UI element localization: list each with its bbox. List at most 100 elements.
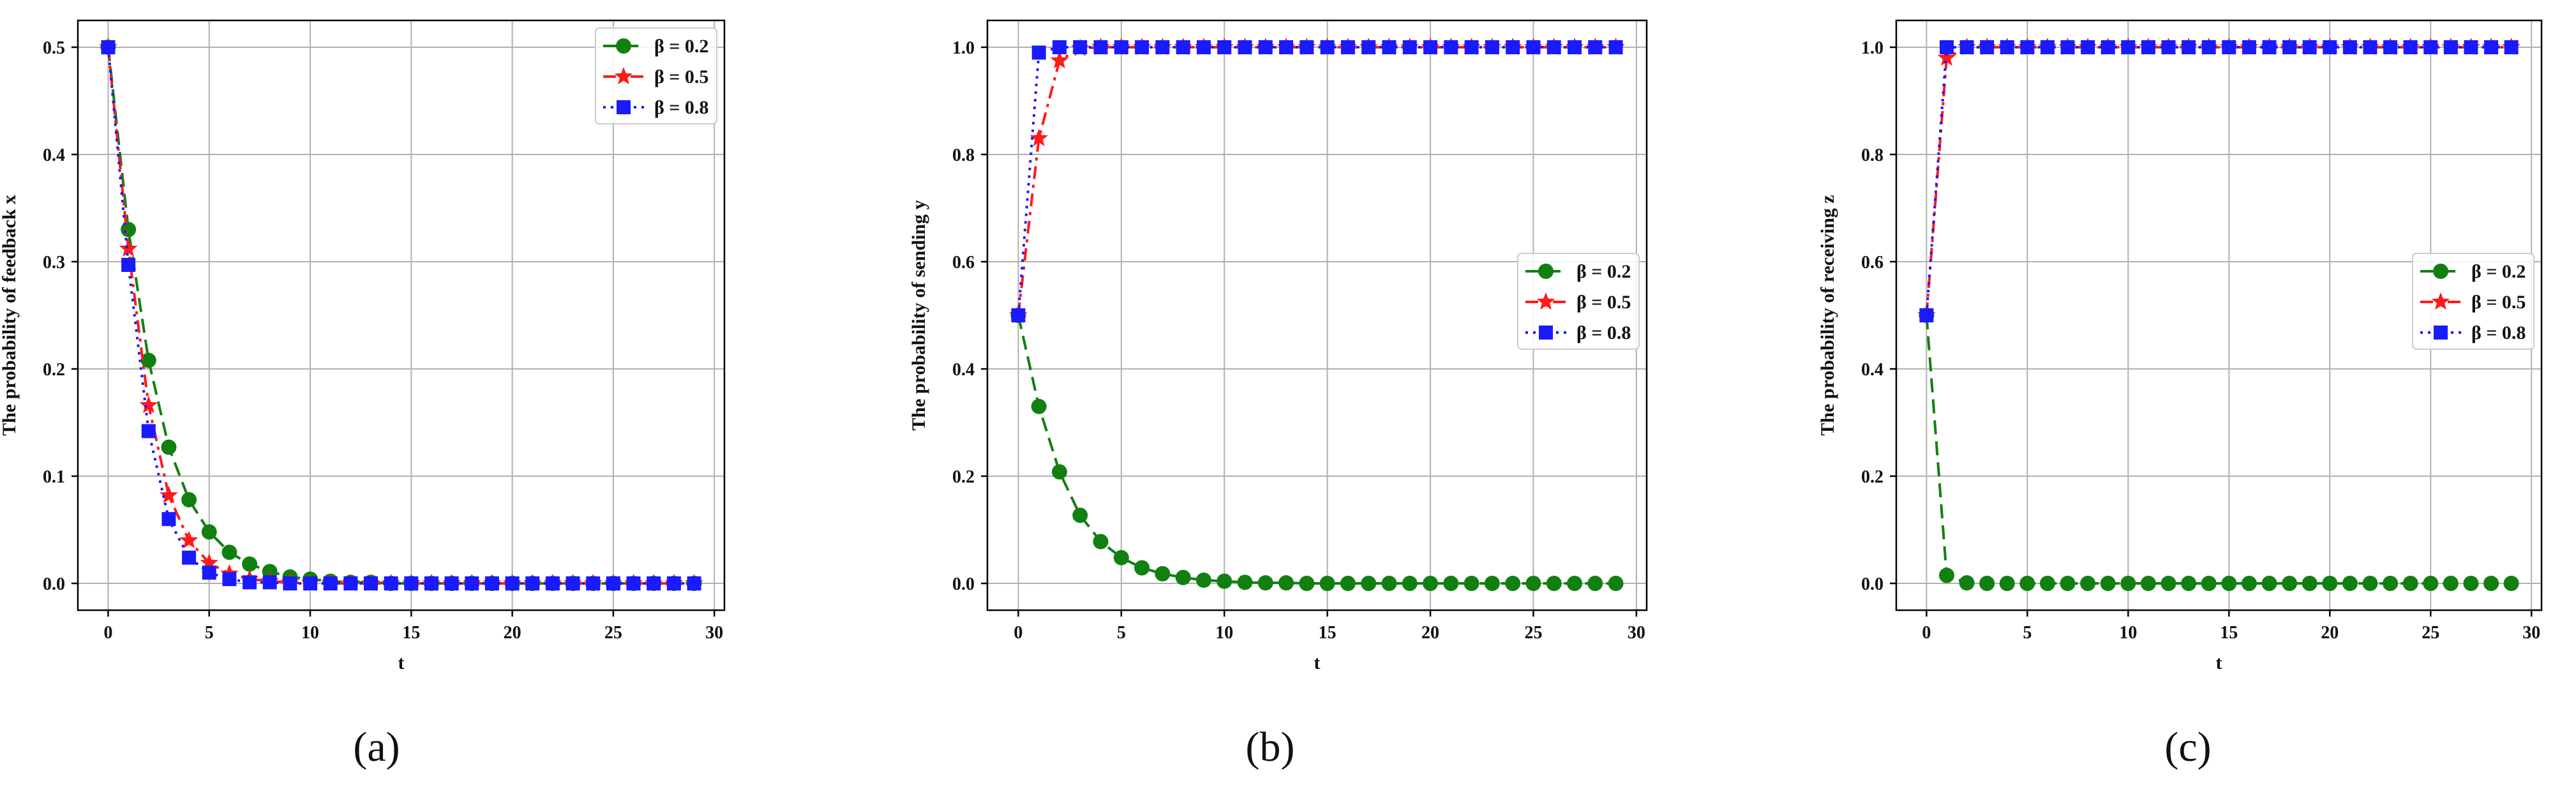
- data-point: [2302, 40, 2317, 54]
- x-tick-label: 20: [2321, 623, 2339, 643]
- y-tick-label: 0.0: [43, 574, 65, 594]
- data-point: [1423, 40, 1438, 54]
- data-point: [1608, 576, 1624, 591]
- data-point: [384, 576, 398, 590]
- data-point: [444, 576, 459, 590]
- plot-frame: [986, 19, 1648, 611]
- series-3: [101, 40, 701, 590]
- legend-marker: [1536, 292, 1555, 310]
- data-point: [1176, 40, 1190, 54]
- data-point: [303, 576, 318, 590]
- legend-label: β = 0.5: [1576, 292, 1631, 313]
- y-axis-label: The probability of feedback x: [0, 195, 20, 436]
- data-point: [1195, 572, 1211, 588]
- data-point: [1937, 48, 1956, 66]
- x-tick-label: 30: [1628, 623, 1645, 643]
- data-point: [505, 576, 520, 590]
- data-point: [2423, 40, 2438, 54]
- legend-marker: [2434, 326, 2448, 340]
- data-point: [1114, 40, 1128, 54]
- data-point: [1546, 576, 1562, 591]
- data-point: [1319, 576, 1335, 591]
- data-point: [1237, 574, 1253, 590]
- series-3: [1011, 40, 1623, 322]
- data-point: [2504, 40, 2519, 54]
- data-point: [2221, 576, 2237, 591]
- data-point: [2261, 576, 2277, 591]
- data-point: [1072, 507, 1088, 523]
- legend: β = 0.2 β = 0.5 β = 0.8: [2412, 253, 2535, 350]
- y-tick-label: 0.6: [1861, 253, 1883, 273]
- data-point: [1567, 576, 1583, 591]
- legend-marker: [617, 100, 631, 114]
- data-point: [2383, 576, 2399, 591]
- data-point: [2463, 576, 2479, 591]
- data-point: [2323, 40, 2337, 54]
- data-point: [1340, 40, 1355, 54]
- data-point: [242, 556, 258, 572]
- data-point: [1279, 40, 1294, 54]
- data-point: [1402, 40, 1417, 54]
- y-tick-label: 1.0: [1861, 38, 1883, 58]
- x-tick-label: 25: [604, 623, 622, 643]
- data-point: [525, 576, 540, 590]
- data-point: [2403, 40, 2418, 54]
- data-point: [201, 524, 217, 540]
- legend-marker: [1538, 264, 1554, 279]
- data-point: [101, 40, 116, 54]
- data-point: [2363, 40, 2378, 54]
- data-point: [2464, 40, 2478, 54]
- legend-entry: β = 0.2: [2420, 261, 2526, 282]
- y-tick-label: 0.0: [952, 574, 975, 594]
- data-point: [181, 491, 197, 507]
- legend-marker: [614, 67, 633, 85]
- data-point: [2081, 40, 2095, 54]
- data-point: [1402, 576, 1418, 591]
- data-point: [160, 486, 178, 504]
- data-point: [2282, 40, 2297, 54]
- x-tick-label: 5: [1117, 623, 1126, 643]
- data-point: [2484, 40, 2499, 54]
- y-tick-label: 0.5: [43, 38, 65, 58]
- data-point: [2241, 576, 2257, 591]
- y-tick-label: 0.8: [1861, 146, 1883, 165]
- legend-label: β = 0.5: [654, 66, 708, 87]
- data-point: [1608, 40, 1623, 54]
- data-point: [1031, 398, 1047, 414]
- data-point: [1155, 566, 1171, 581]
- series-1: [1919, 308, 2519, 591]
- plot-frame: [77, 19, 726, 611]
- legend-marker: [616, 38, 631, 54]
- chart-panel-1: 0 5 10 15 20 25 30 0.0 0.1 0.2 0.3 0.4 0.5 t The proba…: [0, 19, 726, 770]
- x-tick-label: 10: [301, 623, 319, 643]
- data-point: [283, 576, 297, 590]
- data-point: [2503, 576, 2519, 591]
- x-tick-label: 10: [2119, 623, 2137, 643]
- data-point: [2160, 576, 2176, 591]
- x-tick-label: 0: [1922, 623, 1931, 643]
- data-point: [2039, 576, 2055, 591]
- legend-label: β = 0.2: [2471, 261, 2526, 282]
- x-tick-label: 5: [205, 623, 214, 643]
- data-point: [606, 576, 620, 590]
- data-point: [626, 576, 641, 590]
- data-point: [1506, 40, 1520, 54]
- legend-entry: β = 0.8: [603, 97, 708, 118]
- data-point: [2302, 576, 2318, 591]
- data-point: [1464, 40, 1479, 54]
- data-point: [221, 544, 237, 560]
- y-tick-label: 0.2: [952, 467, 975, 487]
- data-point: [1340, 576, 1356, 591]
- x-axis-label: t: [398, 652, 405, 673]
- data-point: [182, 550, 197, 565]
- plot-frame: [1895, 19, 2543, 611]
- data-point: [1031, 45, 1046, 60]
- data-point: [2140, 576, 2156, 591]
- y-tick-label: 0.8: [952, 146, 975, 165]
- legend-entry: β = 0.5: [2420, 292, 2526, 313]
- data-point: [1423, 576, 1439, 591]
- data-point: [404, 576, 419, 590]
- data-point: [1258, 40, 1273, 54]
- legend-label: β = 0.2: [654, 36, 708, 57]
